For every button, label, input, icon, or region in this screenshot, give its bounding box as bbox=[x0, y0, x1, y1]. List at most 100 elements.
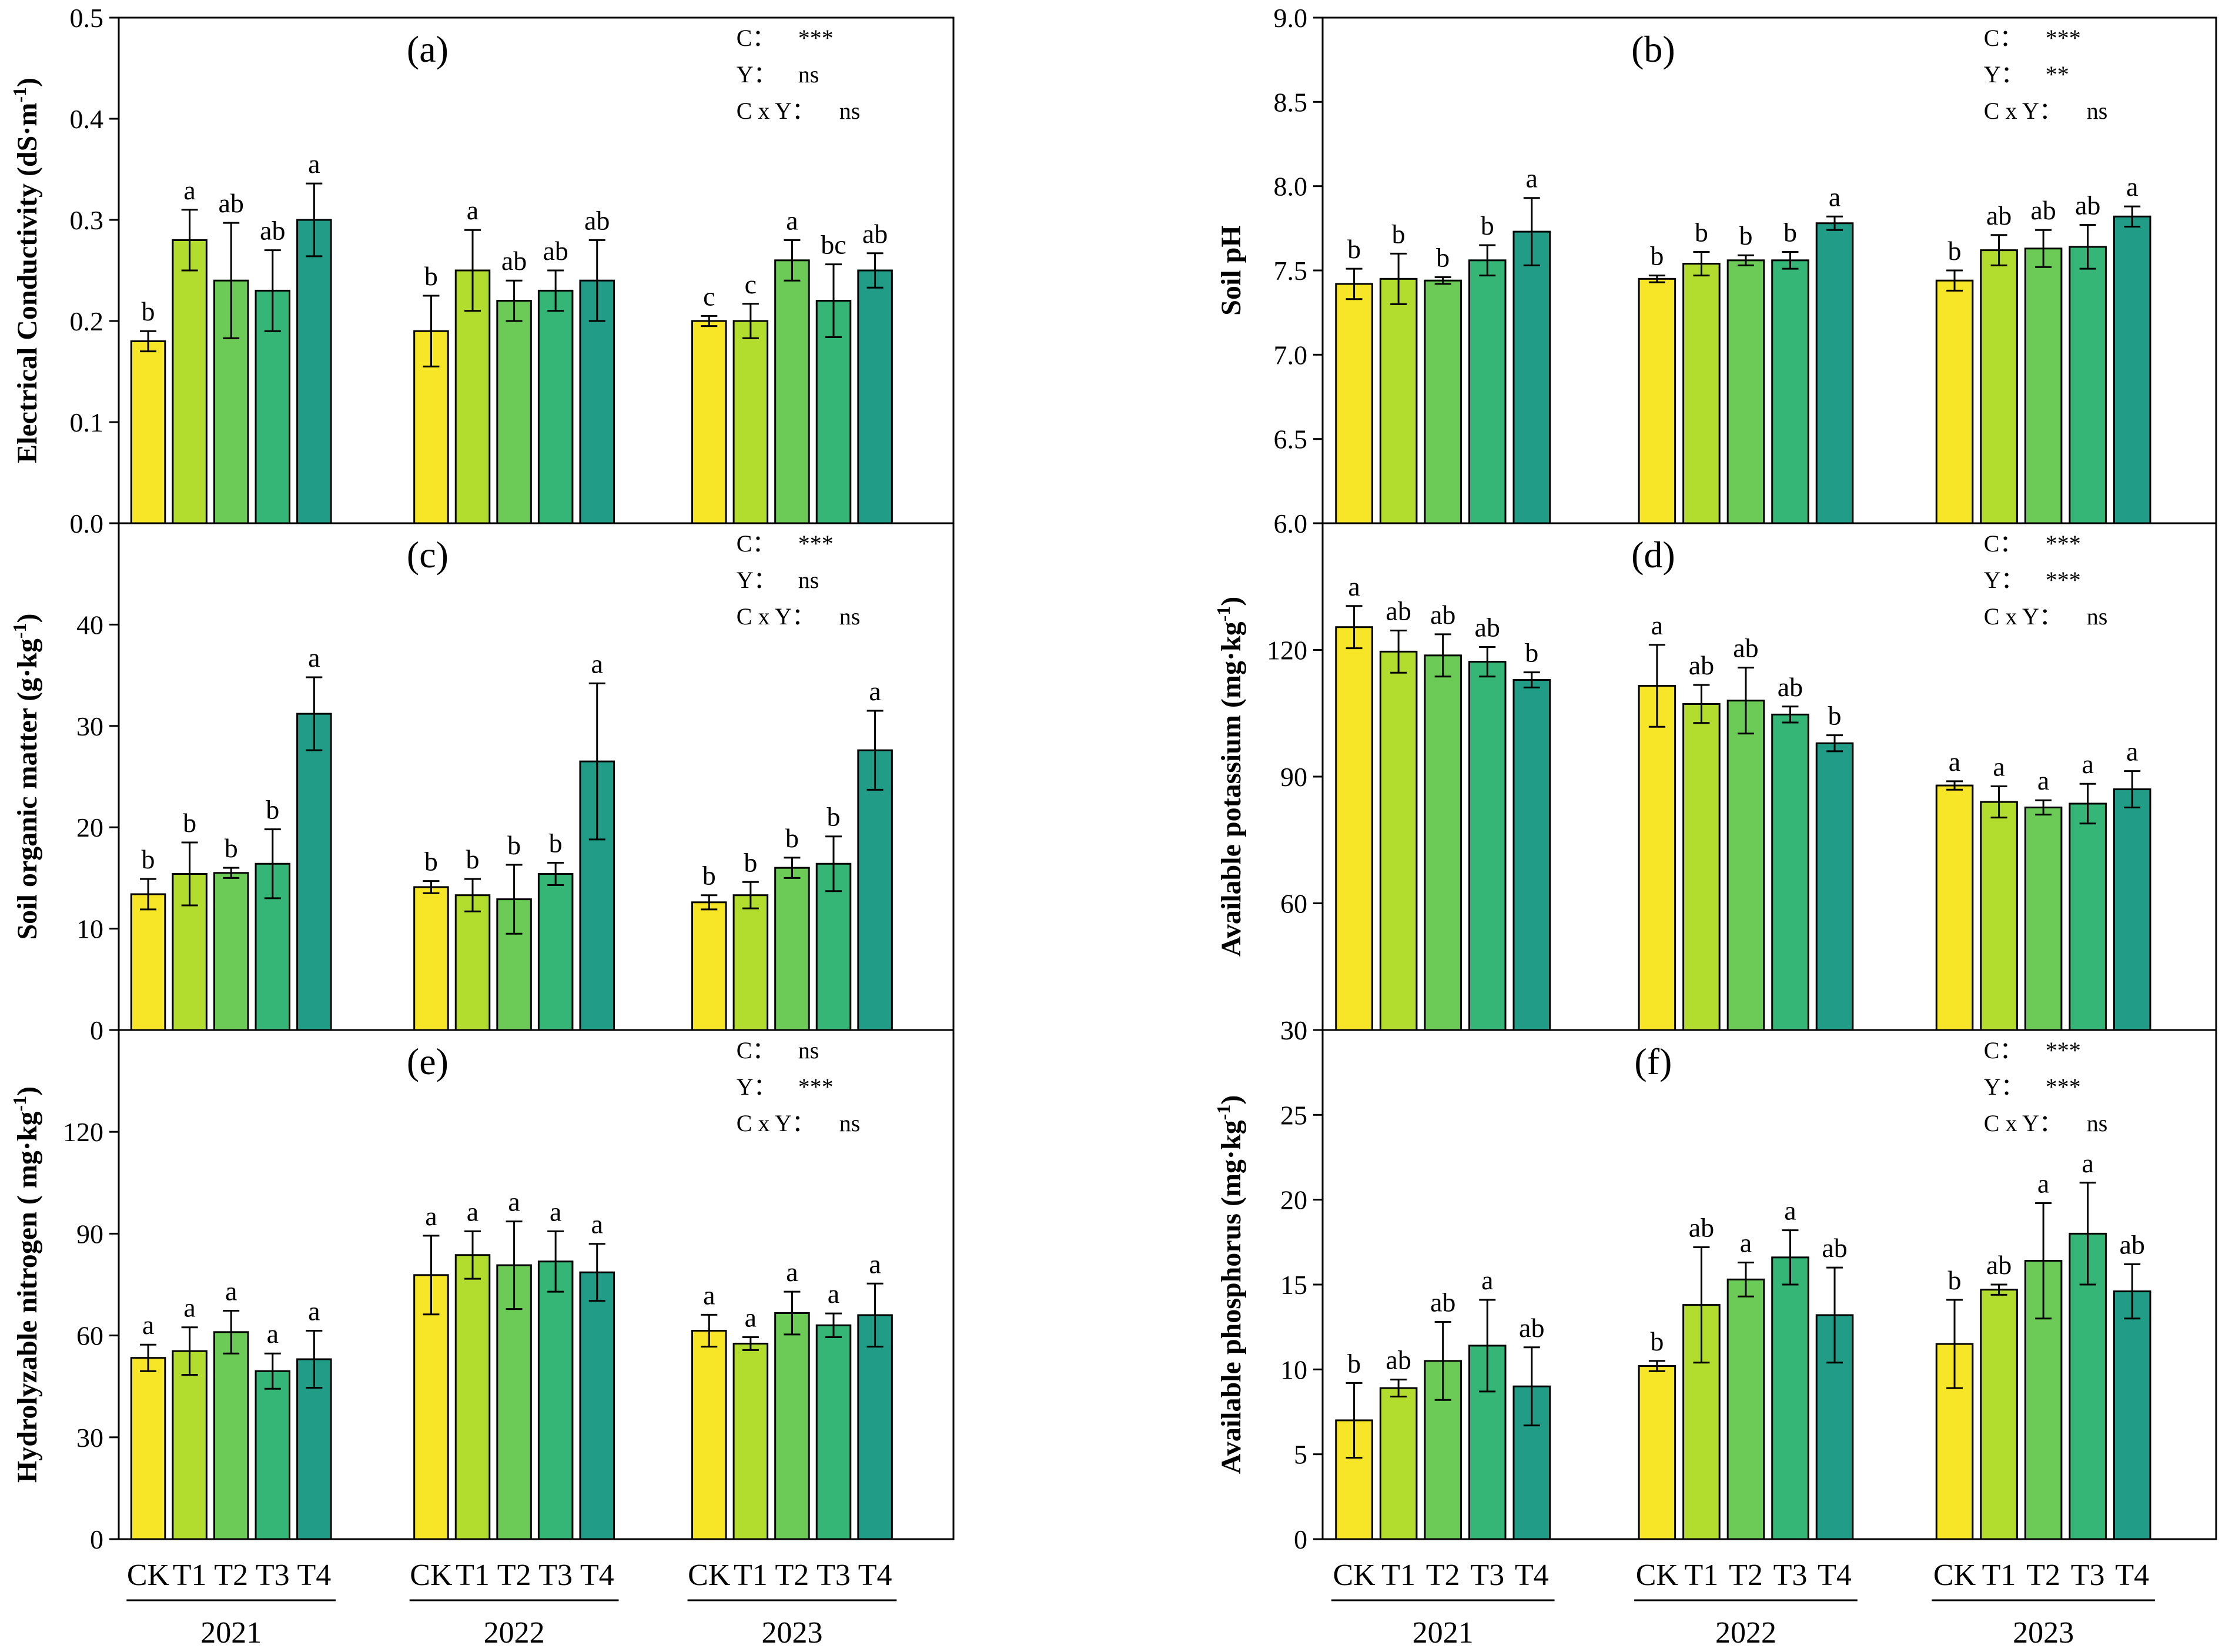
significance-letter: a bbox=[591, 1209, 603, 1239]
significance-letter: a bbox=[267, 1319, 279, 1349]
significance-label: C： bbox=[737, 25, 776, 51]
bar-a-2022-T3 bbox=[537, 289, 574, 524]
significance-letter: a bbox=[2126, 172, 2138, 202]
significance-letter: b bbox=[744, 847, 757, 877]
significance-letter: a bbox=[308, 1296, 320, 1326]
bar-f-2022-T2 bbox=[1726, 1278, 1765, 1540]
significance-letter: b bbox=[1948, 236, 1962, 266]
plot-frame bbox=[118, 1029, 955, 1540]
significance-letter: a bbox=[1526, 163, 1538, 193]
significance-value: *** bbox=[798, 25, 834, 51]
bar-d-2021-T3 bbox=[1468, 661, 1507, 1031]
bar-d-2022-T4 bbox=[1815, 742, 1854, 1031]
significance-letter: a bbox=[142, 1310, 154, 1340]
y-tick-label: 10 bbox=[76, 914, 103, 944]
significance-letter: a bbox=[786, 205, 798, 235]
significance-label: Y： bbox=[737, 567, 777, 593]
y-tick-label: 90 bbox=[76, 1219, 103, 1249]
bar-b-2022-CK bbox=[1638, 277, 1676, 524]
significance-label: C： bbox=[737, 1037, 776, 1064]
bar-e-2023-CK bbox=[691, 1330, 727, 1540]
significance-letter: ab bbox=[1778, 672, 1803, 702]
significance-letter: a bbox=[1651, 610, 1663, 640]
y-tick-label: 60 bbox=[1280, 889, 1307, 919]
significance-letter: a bbox=[1740, 1228, 1752, 1258]
bar-b-2023-T3 bbox=[2069, 246, 2107, 524]
significance-letter: b bbox=[424, 847, 438, 877]
x-category-label: CK bbox=[1933, 1559, 1976, 1592]
bar-a-2022-T1 bbox=[454, 269, 491, 524]
significance-letter: b bbox=[142, 844, 155, 874]
significance-letter: ab bbox=[218, 188, 243, 218]
bar-f-2021-T1 bbox=[1379, 1387, 1418, 1540]
significance-value: ns bbox=[798, 567, 819, 593]
bar-e-2022-T1 bbox=[454, 1254, 491, 1540]
bar-e-2021-T3 bbox=[255, 1370, 291, 1540]
significance-letter: bc bbox=[821, 230, 846, 260]
significance-letter: b bbox=[1347, 1348, 1361, 1378]
significance-letter: ab bbox=[1430, 1288, 1455, 1317]
significance-letter: b bbox=[1828, 701, 1842, 731]
significance-label: C x Y： bbox=[1984, 98, 2063, 124]
x-category-label: T3 bbox=[1773, 1559, 1808, 1592]
bar-a-2023-CK bbox=[691, 320, 727, 524]
x-category-label: CK bbox=[410, 1559, 453, 1592]
bar-a-2023-T2 bbox=[774, 259, 810, 524]
y-tick-label: 0.4 bbox=[70, 104, 104, 134]
significance-letter: b bbox=[702, 861, 716, 891]
significance-letter: ab bbox=[543, 236, 568, 266]
bar-e-2021-T1 bbox=[172, 1350, 208, 1540]
significance-letter: ab bbox=[2030, 195, 2056, 225]
bar-b-2023-T1 bbox=[1980, 249, 2018, 524]
bar-c-2022-CK bbox=[413, 886, 449, 1031]
y-tick-label: 0.5 bbox=[70, 3, 104, 33]
significance-letter: a bbox=[2082, 749, 2093, 779]
bar-f-2023-T4 bbox=[2113, 1290, 2151, 1540]
bar-e-2023-T1 bbox=[732, 1342, 769, 1540]
panel-label: (e) bbox=[407, 1041, 449, 1082]
y-tick-label: 25 bbox=[1280, 1100, 1307, 1130]
significance-letter: b bbox=[1347, 234, 1361, 264]
x-category-label: T3 bbox=[538, 1559, 573, 1592]
significance-value: ns bbox=[2087, 1110, 2108, 1136]
significance-letter: a bbox=[1949, 747, 1960, 777]
significance-letter: ab bbox=[1519, 1313, 1544, 1343]
significance-letter: a bbox=[550, 1196, 561, 1226]
significance-letter: a bbox=[591, 648, 603, 678]
bar-b-2023-CK bbox=[1935, 279, 1974, 524]
y-tick-label: 120 bbox=[1267, 636, 1307, 666]
significance-letter: a bbox=[703, 1280, 715, 1310]
y-tick-label: 7.5 bbox=[1274, 256, 1308, 286]
significance-letter: b bbox=[1739, 220, 1752, 250]
y-tick-label: 9.0 bbox=[1274, 3, 1308, 33]
significance-label: C： bbox=[737, 530, 776, 557]
significance-label: C x Y： bbox=[737, 98, 815, 124]
bar-e-2021-T2 bbox=[213, 1331, 249, 1540]
significance-letter: b bbox=[1783, 217, 1797, 247]
bar-a-2022-T2 bbox=[496, 300, 532, 524]
significance-value: ns bbox=[2087, 603, 2108, 630]
significance-letter: b bbox=[1650, 241, 1664, 271]
x-category-label: T3 bbox=[256, 1559, 290, 1592]
bar-f-2023-T1 bbox=[1980, 1289, 2018, 1540]
significance-letter: a bbox=[183, 175, 195, 205]
significance-label: C： bbox=[1984, 1037, 2023, 1064]
bar-b-2023-T4 bbox=[2113, 215, 2151, 524]
y-tick-label: 20 bbox=[1280, 1185, 1307, 1215]
significance-value: ns bbox=[798, 1037, 819, 1064]
significance-letter: a bbox=[1993, 752, 2005, 782]
bar-d-2023-T2 bbox=[2024, 806, 2063, 1031]
significance-value: ** bbox=[2046, 61, 2069, 88]
bar-b-2021-T4 bbox=[1512, 230, 1551, 524]
y-tick-label: 30 bbox=[1280, 1015, 1307, 1045]
significance-letter: ab bbox=[1822, 1233, 1847, 1263]
y-tick-label: 5 bbox=[1294, 1440, 1307, 1470]
significance-letter: a bbox=[2037, 765, 2049, 795]
bar-c-2023-CK bbox=[691, 901, 727, 1031]
significance-letter: ab bbox=[862, 219, 888, 249]
significance-letter: ab bbox=[501, 246, 527, 276]
significance-letter: a bbox=[308, 149, 320, 179]
significance-letter: b bbox=[1392, 219, 1406, 249]
significance-letter: a bbox=[225, 1276, 237, 1306]
y-tick-label: 0.1 bbox=[70, 407, 104, 437]
